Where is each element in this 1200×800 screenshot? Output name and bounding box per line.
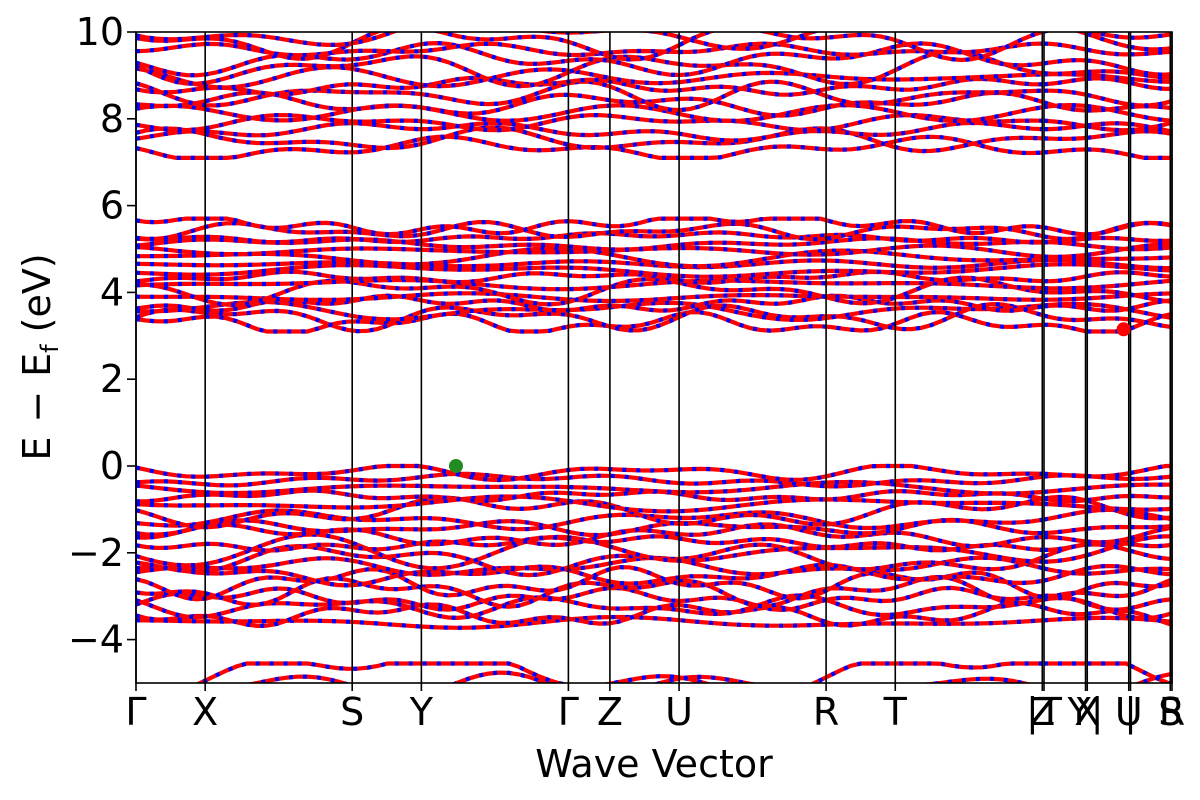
y-tick-label: 8 [100,97,124,141]
y-tick-label: 0 [100,444,124,488]
band-line [1087,296,1129,299]
band-line [1044,474,1086,476]
band-line [1131,477,1173,480]
y-tick-label: 2 [100,357,124,401]
band-line [1131,266,1173,268]
cbm-marker [1117,323,1130,336]
band-line [1131,248,1173,250]
x-tick-label: R [813,690,839,734]
band-line [1044,499,1086,501]
x-tick-label: R [1159,690,1185,734]
y-tick-label: 6 [100,184,124,228]
band-line [1131,544,1173,546]
x-tick-label: Z [597,690,623,734]
band-line [1044,504,1086,507]
band-line [1044,618,1086,620]
band-line [1131,569,1173,570]
y-tick-label: −4 [68,618,124,662]
band-line [1044,299,1086,300]
x-tick-label: |T [1026,690,1063,735]
x-tick-label: U [665,690,693,734]
band-line [1087,485,1129,488]
x-tick-label: S [340,690,364,734]
band-line [1087,566,1129,568]
band-line [1131,526,1173,527]
band-line [1044,259,1086,260]
x-tick-label: X [1074,690,1100,734]
x-tick-label: X [192,690,218,734]
y-tick-label: 4 [100,270,124,314]
band-line [1087,123,1129,125]
band-line [1131,52,1173,55]
x-tick-label: | [1124,690,1137,735]
band-line [1044,288,1086,289]
band-line [1087,71,1129,73]
band-line [1131,239,1173,241]
x-tick-label: Γ [558,690,579,734]
band-line [1131,257,1173,258]
band-line [1087,618,1129,619]
band-line [1087,319,1129,320]
band-line [1087,309,1129,311]
vbm-marker [449,460,462,473]
band-line [1044,291,1086,292]
band-line [1087,507,1129,510]
band-line [1044,255,1086,257]
band-line [1131,584,1173,587]
band-line [1131,47,1173,50]
y-tick-label: 10 [76,10,124,54]
band-line [1131,509,1173,510]
band-line [1131,496,1173,498]
band-line [1044,264,1086,265]
x-tick-label: Γ [125,690,146,734]
band-line [1044,138,1086,139]
x-axis-title: Wave Vector [535,742,773,786]
x-tick-label: T [883,690,908,734]
band-line [1131,485,1173,486]
y-tick-label: −2 [68,531,124,575]
band-line [1087,664,1129,665]
band-line [1087,238,1129,239]
x-tick-label: Y [409,690,434,734]
band-line [1087,527,1129,529]
band-line [1044,72,1086,74]
